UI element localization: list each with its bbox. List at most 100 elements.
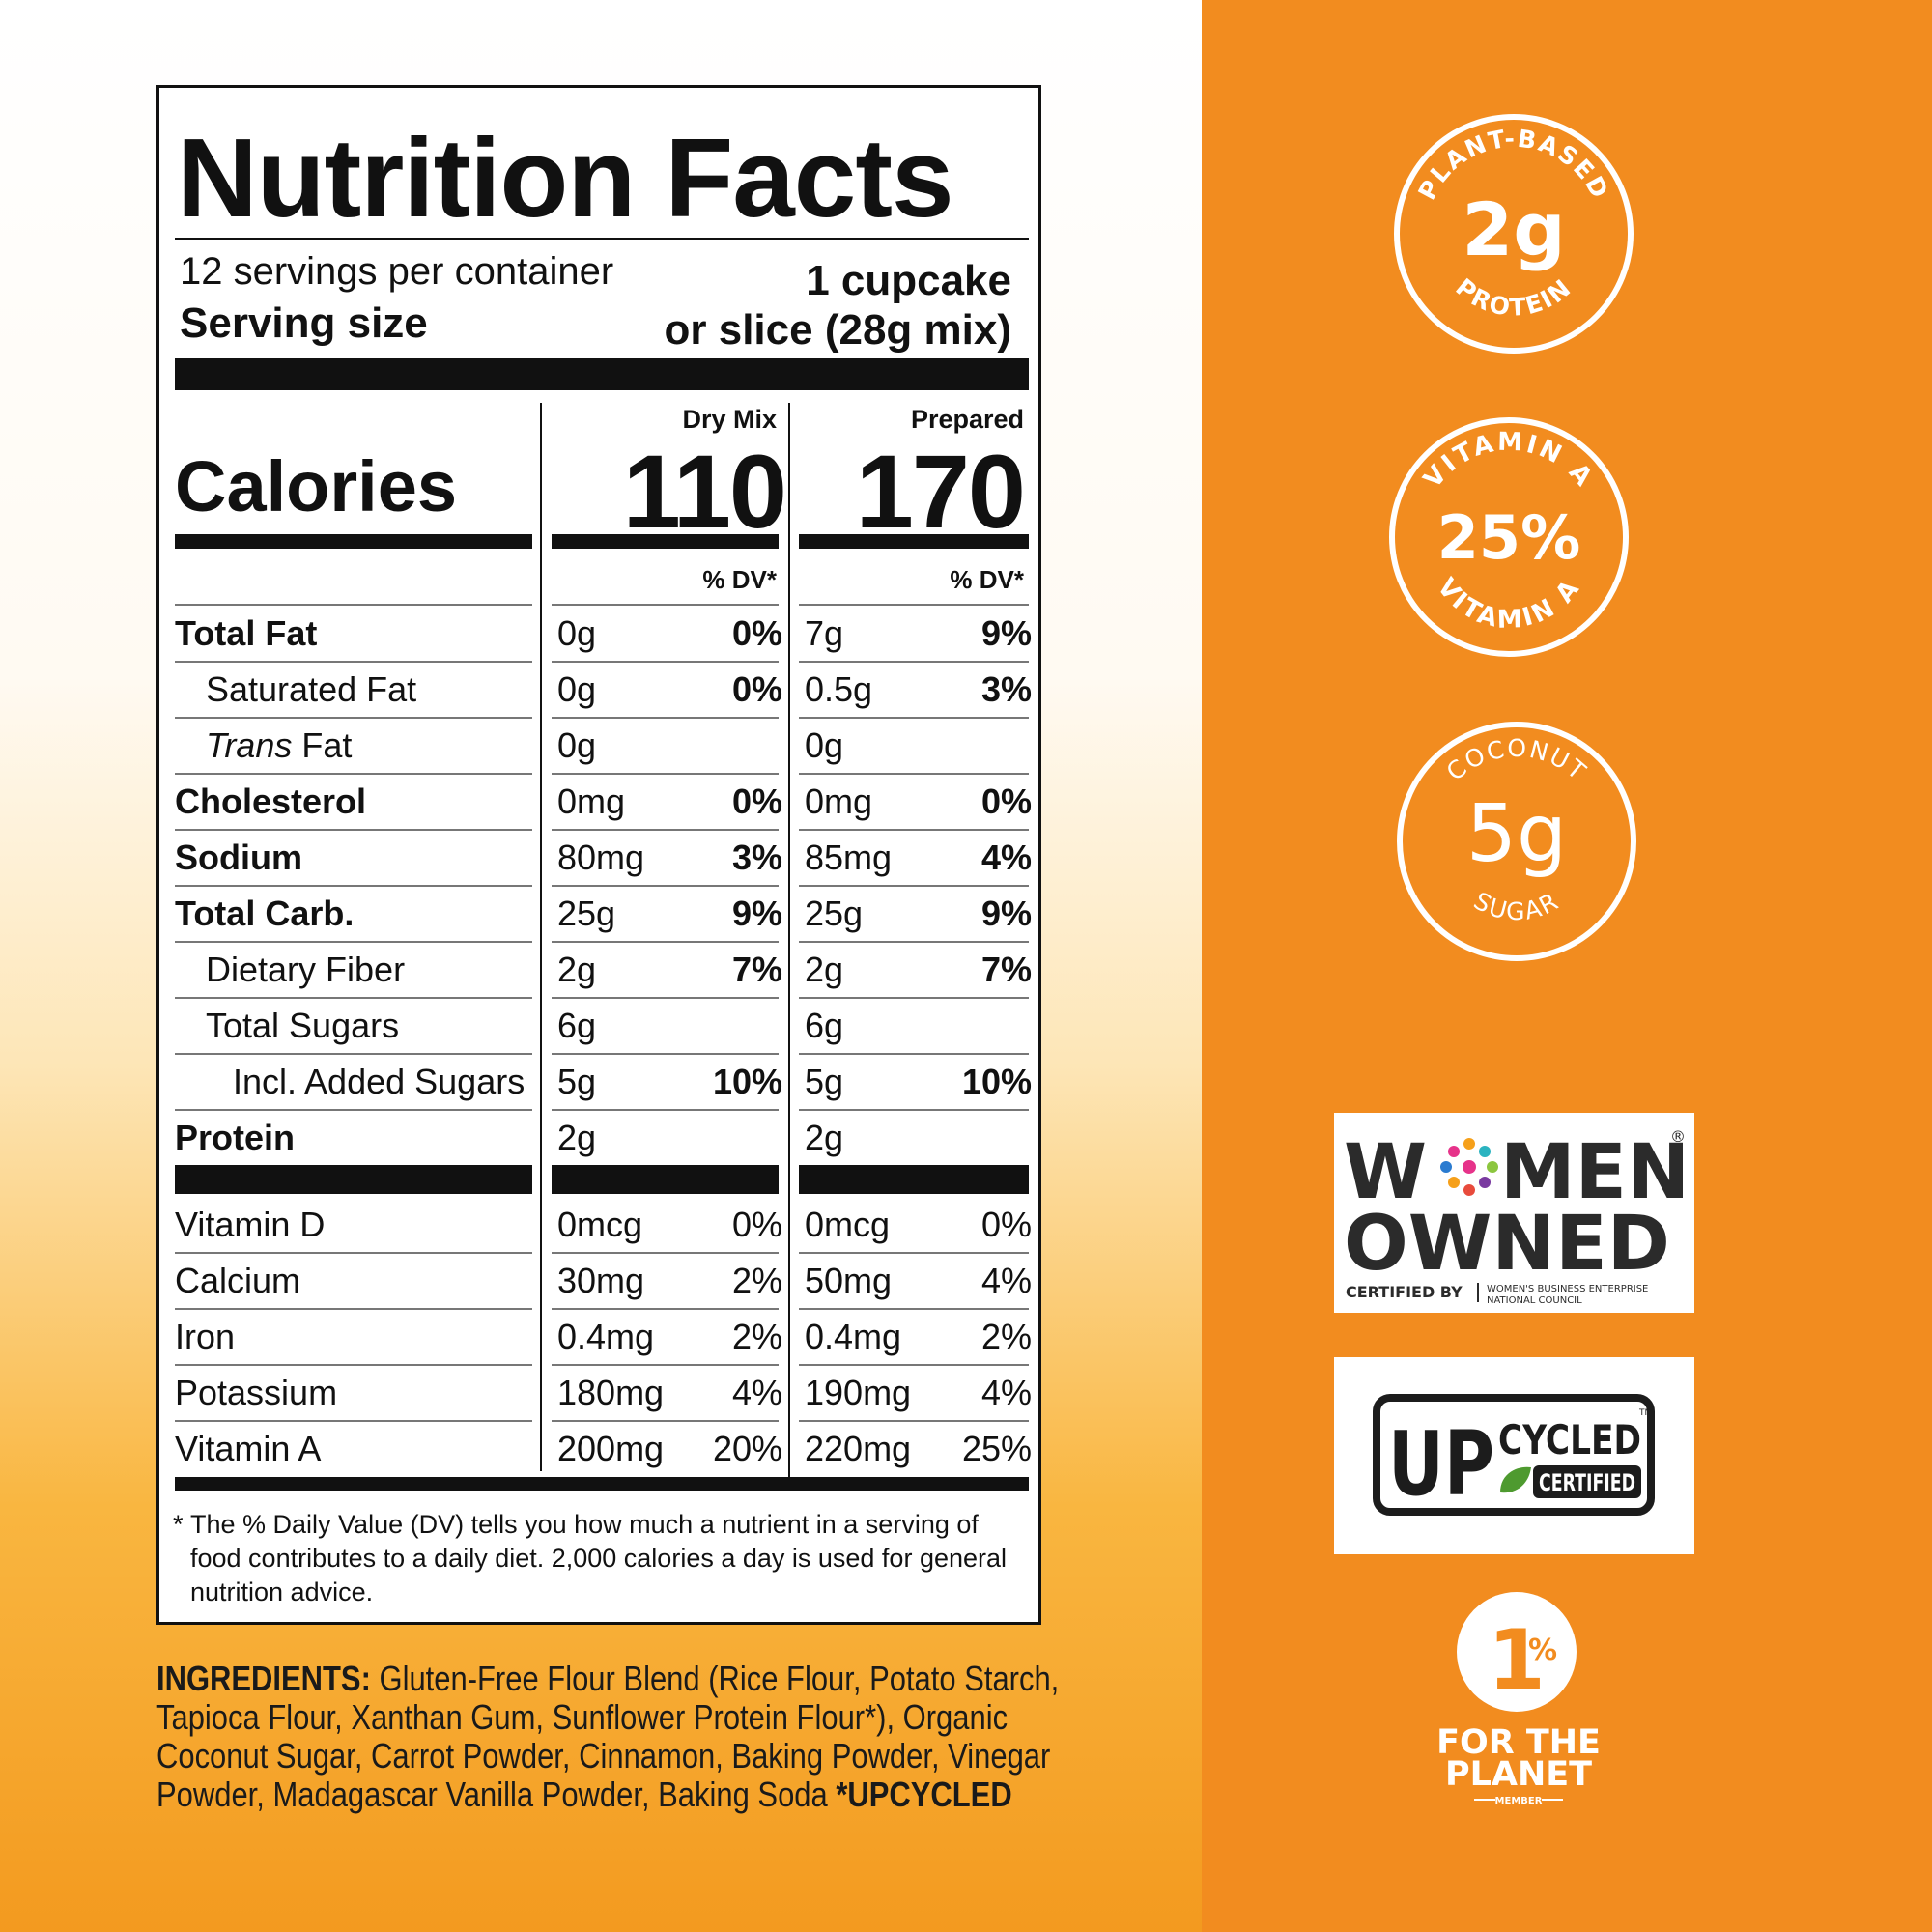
footnote-star: *: [173, 1510, 184, 1539]
row-divider: [799, 1308, 1029, 1310]
row-divider: [552, 604, 779, 606]
prepared-daily-value: 7%: [980, 950, 1032, 989]
prepared-daily-value: 9%: [980, 613, 1032, 653]
dry-mix-amount: 6g: [557, 1006, 597, 1045]
badge2-bottom-text: VITAMIN A: [1432, 573, 1584, 635]
one-percent-logo: 1 % FOR THE PLANET MEMBER: [1436, 1592, 1601, 1806]
calories-bar-prepared: [799, 534, 1029, 549]
badge3-top-text: COCONUT: [1441, 734, 1590, 786]
dry-mix-amount: 30mg: [557, 1261, 645, 1300]
women-owned-certification: W MEN ® OWNED CERTIFIED BY WOMEN'S BUSIN…: [1334, 1113, 1694, 1313]
row-divider: [799, 604, 1029, 606]
row-divider: [552, 1420, 779, 1422]
council-line1: WOMEN'S BUSINESS ENTERPRISE: [1487, 1284, 1648, 1294]
dry-mix-daily-value: 10%: [712, 1062, 782, 1101]
prepared-amount: 0g: [805, 725, 844, 765]
prepared-amount: 6g: [805, 1006, 844, 1045]
dry-dv-header: % DV*: [702, 565, 777, 594]
prepared-daily-value: 3%: [980, 669, 1032, 709]
dry-mix-daily-value: 9%: [731, 894, 782, 933]
badge3-bottom-text: SUGAR: [1469, 887, 1562, 925]
upcycled-cycled: CYCLED: [1498, 1416, 1641, 1463]
dry-mix-daily-value: 3%: [731, 838, 782, 877]
dry-mix-amount: 25g: [557, 894, 616, 933]
dry-mix-daily-value: 20%: [712, 1429, 782, 1468]
upcycled-note: *UPCYCLED: [836, 1775, 1012, 1814]
svg-text:VITAMIN A: VITAMIN A: [1418, 428, 1599, 495]
nutrient-name: Potassium: [175, 1373, 338, 1412]
dry-mix-amount: 2g: [557, 1118, 597, 1157]
nutrient-name: Vitamin D: [175, 1205, 326, 1244]
footnote-text: The % Daily Value (DV) tells you how muc…: [190, 1510, 1008, 1606]
serving-size-line2: or slice (28g mix): [664, 306, 1011, 355]
prepared-daily-value: 4%: [980, 1261, 1032, 1300]
prepared-amount: 50mg: [805, 1261, 893, 1300]
row-divider: [552, 717, 779, 719]
nutrient-name: Dietary Fiber: [206, 950, 406, 989]
nutrient-name: Iron: [175, 1317, 236, 1356]
coconut-sugar-badge: COCONUT SUGAR 5g: [1397, 722, 1636, 961]
nutrient-row: Incl. Added Sugars 5g 10% 5g 10%: [159, 1054, 1044, 1110]
nutrient-row: Saturated Fat 0g 0% 0.5g 3%: [159, 662, 1044, 718]
nutrient-row: Sodium 80mg 3% 85mg 4%: [159, 830, 1044, 886]
vitamin-a-arc-text: VITAMIN A VITAMIN A: [1418, 428, 1599, 635]
nutrient-row: Total Fat 0g 0% 7g 9%: [159, 606, 1044, 662]
servings-per-container: 12 servings per container: [180, 250, 614, 293]
svg-text:PROTEIN: PROTEIN: [1450, 273, 1577, 322]
upcycled-logo: UP CYCLED TM CERTIFIED: [1373, 1394, 1655, 1516]
women-burst-icon: [1440, 1138, 1498, 1196]
nutrient-name: Protein: [175, 1118, 296, 1157]
nutrient-row: Total Carb. 25g 9% 25g 9%: [159, 886, 1044, 942]
upcycled-certified: CERTIFIED: [1539, 1469, 1635, 1496]
prepared-daily-value: 4%: [980, 838, 1032, 877]
nutrition-facts-label: Nutrition Facts 12 servings per containe…: [156, 85, 1041, 1625]
row-divider: [175, 885, 532, 887]
row-divider: [175, 1109, 532, 1111]
row-divider: [552, 885, 779, 887]
calories-label: Calories: [175, 446, 458, 526]
upcycled-certification: UP CYCLED TM CERTIFIED: [1334, 1357, 1694, 1554]
nutrient-name: Vitamin A: [175, 1429, 322, 1468]
row-divider: [799, 1420, 1029, 1422]
daily-value-footnote: * The % Daily Value (DV) tells you how m…: [173, 1508, 1023, 1609]
row-divider: [175, 717, 532, 719]
prepared-daily-value: 25%: [961, 1429, 1032, 1468]
row-divider: [799, 1364, 1029, 1366]
dry-mix-daily-value: 2%: [731, 1261, 782, 1300]
one-percent-circle: [1457, 1592, 1577, 1712]
svg-text:VITAMIN A: VITAMIN A: [1432, 573, 1587, 635]
prepared-daily-value: 0%: [980, 1205, 1032, 1244]
nutrient-row: Dietary Fiber 2g 7% 2g 7%: [159, 942, 1044, 998]
nutrient-name: Cholesterol: [175, 781, 367, 821]
coconut-sugar-arc-text: COCONUT SUGAR: [1441, 734, 1590, 925]
nutrient-name: Trans Fat: [206, 725, 353, 765]
badge1-value: 2g: [1462, 186, 1566, 272]
row-divider: [175, 997, 532, 999]
row-divider: [175, 604, 532, 606]
nutrient-row: Potassium 180mg 4% 190mg 4%: [159, 1365, 1044, 1421]
one-percent-for-the-planet: 1 % FOR THE PLANET MEMBER: [1424, 1592, 1613, 1814]
row-divider: [175, 1252, 532, 1254]
row-divider: [175, 941, 532, 943]
nutrient-row: Calcium 30mg 2% 50mg 4%: [159, 1253, 1044, 1309]
prepared-amount: 0mg: [805, 781, 873, 821]
ingredients-statement: INGREDIENTS: Gluten-Free Flour Blend (Ri…: [156, 1660, 1062, 1814]
prepared-daily-value: 0%: [980, 781, 1032, 821]
prepared-daily-value: 10%: [961, 1062, 1032, 1101]
prepared-amount: 0mcg: [805, 1205, 891, 1244]
nutrient-row: Iron 0.4mg 2% 0.4mg 2%: [159, 1309, 1044, 1365]
row-divider: [175, 1308, 532, 1310]
row-divider: [799, 1252, 1029, 1254]
member-text: MEMBER: [1495, 1796, 1543, 1806]
dry-mix-amount: 0mg: [557, 781, 626, 821]
leaf-icon: [1500, 1466, 1531, 1493]
planet-text: PLANET: [1445, 1755, 1592, 1794]
thick-divider-bottom: [175, 1477, 1029, 1491]
dry-mix-amount: 0g: [557, 725, 597, 765]
nutrient-row: Vitamin D 0mcg 0% 0mcg 0%: [159, 1197, 1044, 1253]
serving-size-value: 1 cupcake or slice (28g mix): [665, 256, 1011, 355]
nutrient-row: Cholesterol 0mg 0% 0mg 0%: [159, 774, 1044, 830]
title-divider: [175, 238, 1029, 240]
dry-mix-daily-value: 7%: [731, 950, 782, 989]
dry-mix-amount: 80mg: [557, 838, 645, 877]
